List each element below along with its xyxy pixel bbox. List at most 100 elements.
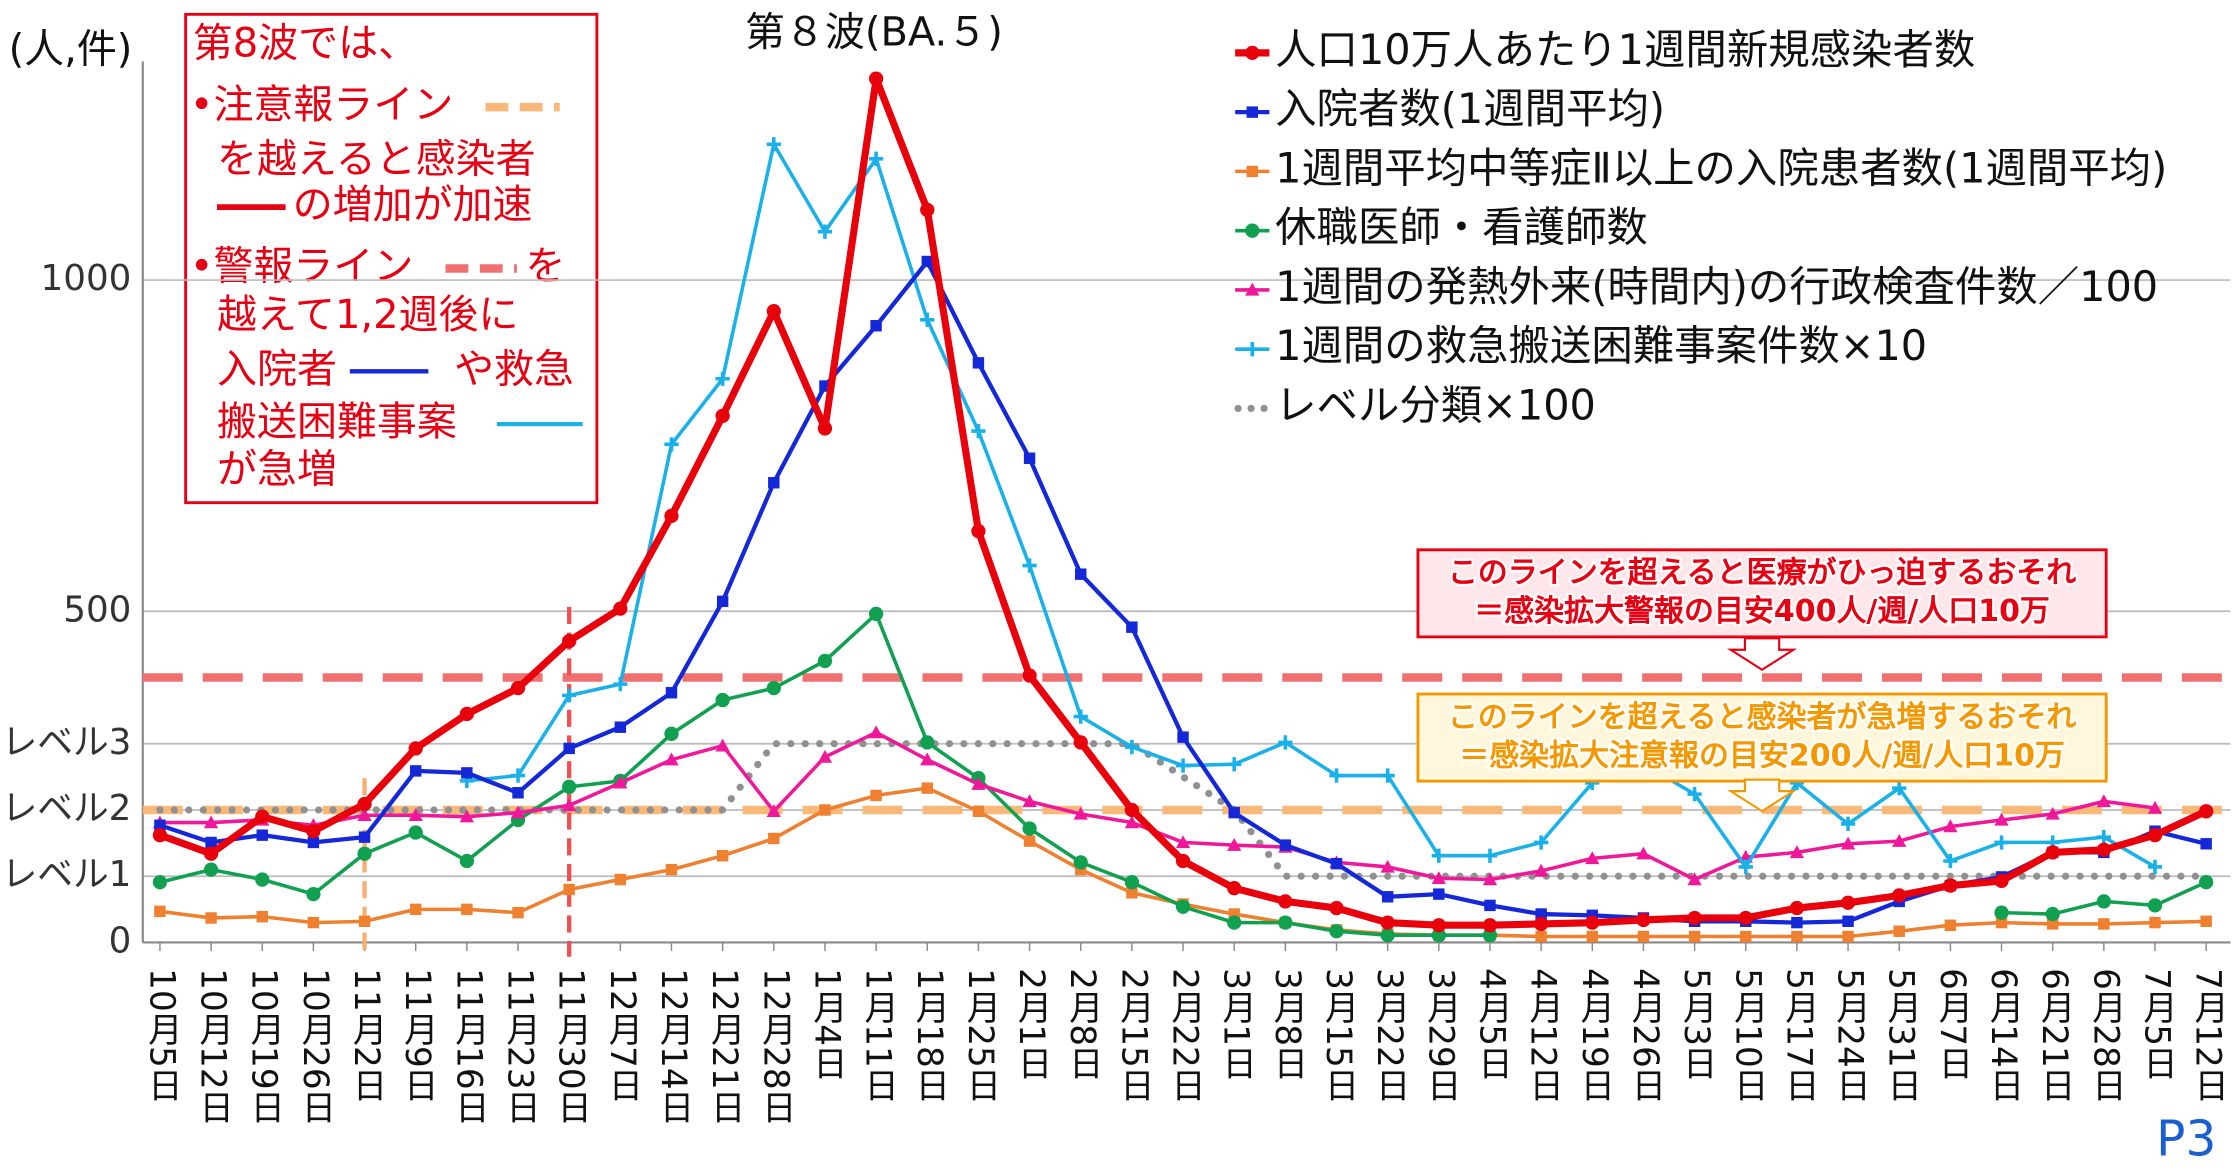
point <box>665 863 678 876</box>
point <box>1227 915 1242 930</box>
point <box>920 752 935 766</box>
point <box>817 653 833 669</box>
point <box>1995 916 2008 929</box>
point <box>1482 928 1498 943</box>
legend-marker <box>1245 342 1260 357</box>
note-text: や救急 <box>454 346 574 392</box>
point <box>2200 838 2212 850</box>
callout-arrow <box>1726 637 1798 672</box>
x-tick-label: 3月8日 <box>1267 968 1308 1080</box>
point <box>1175 758 1191 773</box>
point <box>2147 859 2163 875</box>
note-text: 越えて1,2週後に <box>217 292 518 338</box>
point <box>1431 848 1446 863</box>
point <box>1073 709 1088 724</box>
point <box>1943 853 1958 869</box>
point <box>1585 915 1600 930</box>
point <box>563 742 575 755</box>
point <box>2098 918 2110 930</box>
point <box>1278 735 1293 750</box>
legend-label: 人口10万人あたり1週間新規感染者数 <box>1275 26 1975 74</box>
point <box>1022 558 1037 573</box>
point <box>154 819 166 831</box>
point <box>1840 895 1856 910</box>
point <box>716 595 729 608</box>
point <box>357 846 372 861</box>
page-label: P3 <box>2156 1111 2216 1167</box>
x-tick-label: 5月31日 <box>1881 968 1922 1102</box>
x-tick-label: 1月18日 <box>909 968 950 1102</box>
point <box>870 789 882 802</box>
note-text: を越えると感染者 <box>217 136 536 182</box>
point <box>613 676 628 692</box>
point <box>1791 930 1803 943</box>
x-tick-label: 3月1日 <box>1216 968 1257 1080</box>
point <box>1380 859 1395 873</box>
legend-label: 1週間の救急搬送困難事案件数×10 <box>1275 322 1927 370</box>
point <box>512 906 524 919</box>
point <box>1380 768 1395 783</box>
point <box>1687 910 1702 926</box>
point <box>971 777 986 790</box>
series <box>459 137 2163 875</box>
x-tick-label: 1月4日 <box>806 968 847 1080</box>
point <box>972 357 985 369</box>
point <box>1023 835 1036 847</box>
point <box>306 886 321 902</box>
point <box>510 680 526 696</box>
point <box>1840 816 1856 832</box>
point <box>1329 768 1344 783</box>
point <box>766 680 781 696</box>
point <box>1585 851 1600 865</box>
point <box>1228 908 1240 920</box>
point <box>307 836 320 849</box>
point <box>1842 915 1854 927</box>
point <box>1893 925 1905 937</box>
point <box>1330 857 1343 870</box>
point <box>1023 452 1036 464</box>
x-tick-label: 2月15日 <box>1113 968 1154 1102</box>
point <box>1228 806 1240 819</box>
point <box>1994 873 2009 889</box>
point <box>1380 915 1395 930</box>
point <box>2096 842 2111 857</box>
x-tick-label: 4月5日 <box>1471 968 1512 1080</box>
point <box>306 824 321 839</box>
x-tick-label: 6月14日 <box>1983 968 2024 1102</box>
y-tick-label: レベル2 <box>2 788 132 829</box>
point <box>1124 875 1140 890</box>
point <box>1535 930 1547 943</box>
point <box>664 508 679 524</box>
point <box>205 836 217 849</box>
point <box>255 872 270 887</box>
callout-text: ＝感染拡大注意報の目安200人/週/人口10万 <box>1459 738 2065 773</box>
point <box>408 808 423 822</box>
point <box>358 831 371 843</box>
callout-text: このラインを超えると医療がひっ迫するおそれ <box>1448 556 2076 591</box>
x-tick-label: 12月28日 <box>755 968 796 1124</box>
point <box>357 808 372 822</box>
point <box>1073 735 1088 750</box>
point <box>921 782 933 794</box>
point <box>766 304 781 319</box>
point <box>868 606 884 622</box>
point <box>152 875 168 890</box>
legend-label: 休職医師・看護師数 <box>1275 204 1648 252</box>
x-tick-label: 10月12日 <box>193 968 234 1124</box>
point <box>1075 568 1087 580</box>
point <box>307 916 320 929</box>
point <box>510 768 526 783</box>
point <box>2096 794 2111 808</box>
point <box>868 151 884 166</box>
callout-text: このラインを超えると感染者が急増するおそれ <box>1448 700 2076 735</box>
legend-label: 1週間平均中等症Ⅱ以上の入院患者数(1週間平均) <box>1275 144 2167 192</box>
point <box>1175 899 1191 914</box>
x-tick-label: 3月15日 <box>1318 968 1359 1102</box>
point <box>715 692 730 708</box>
note-text: 搬送困難事案 <box>217 399 457 445</box>
point <box>1279 839 1292 851</box>
legend-marker <box>1245 45 1260 61</box>
point <box>357 796 372 812</box>
point <box>716 849 729 862</box>
